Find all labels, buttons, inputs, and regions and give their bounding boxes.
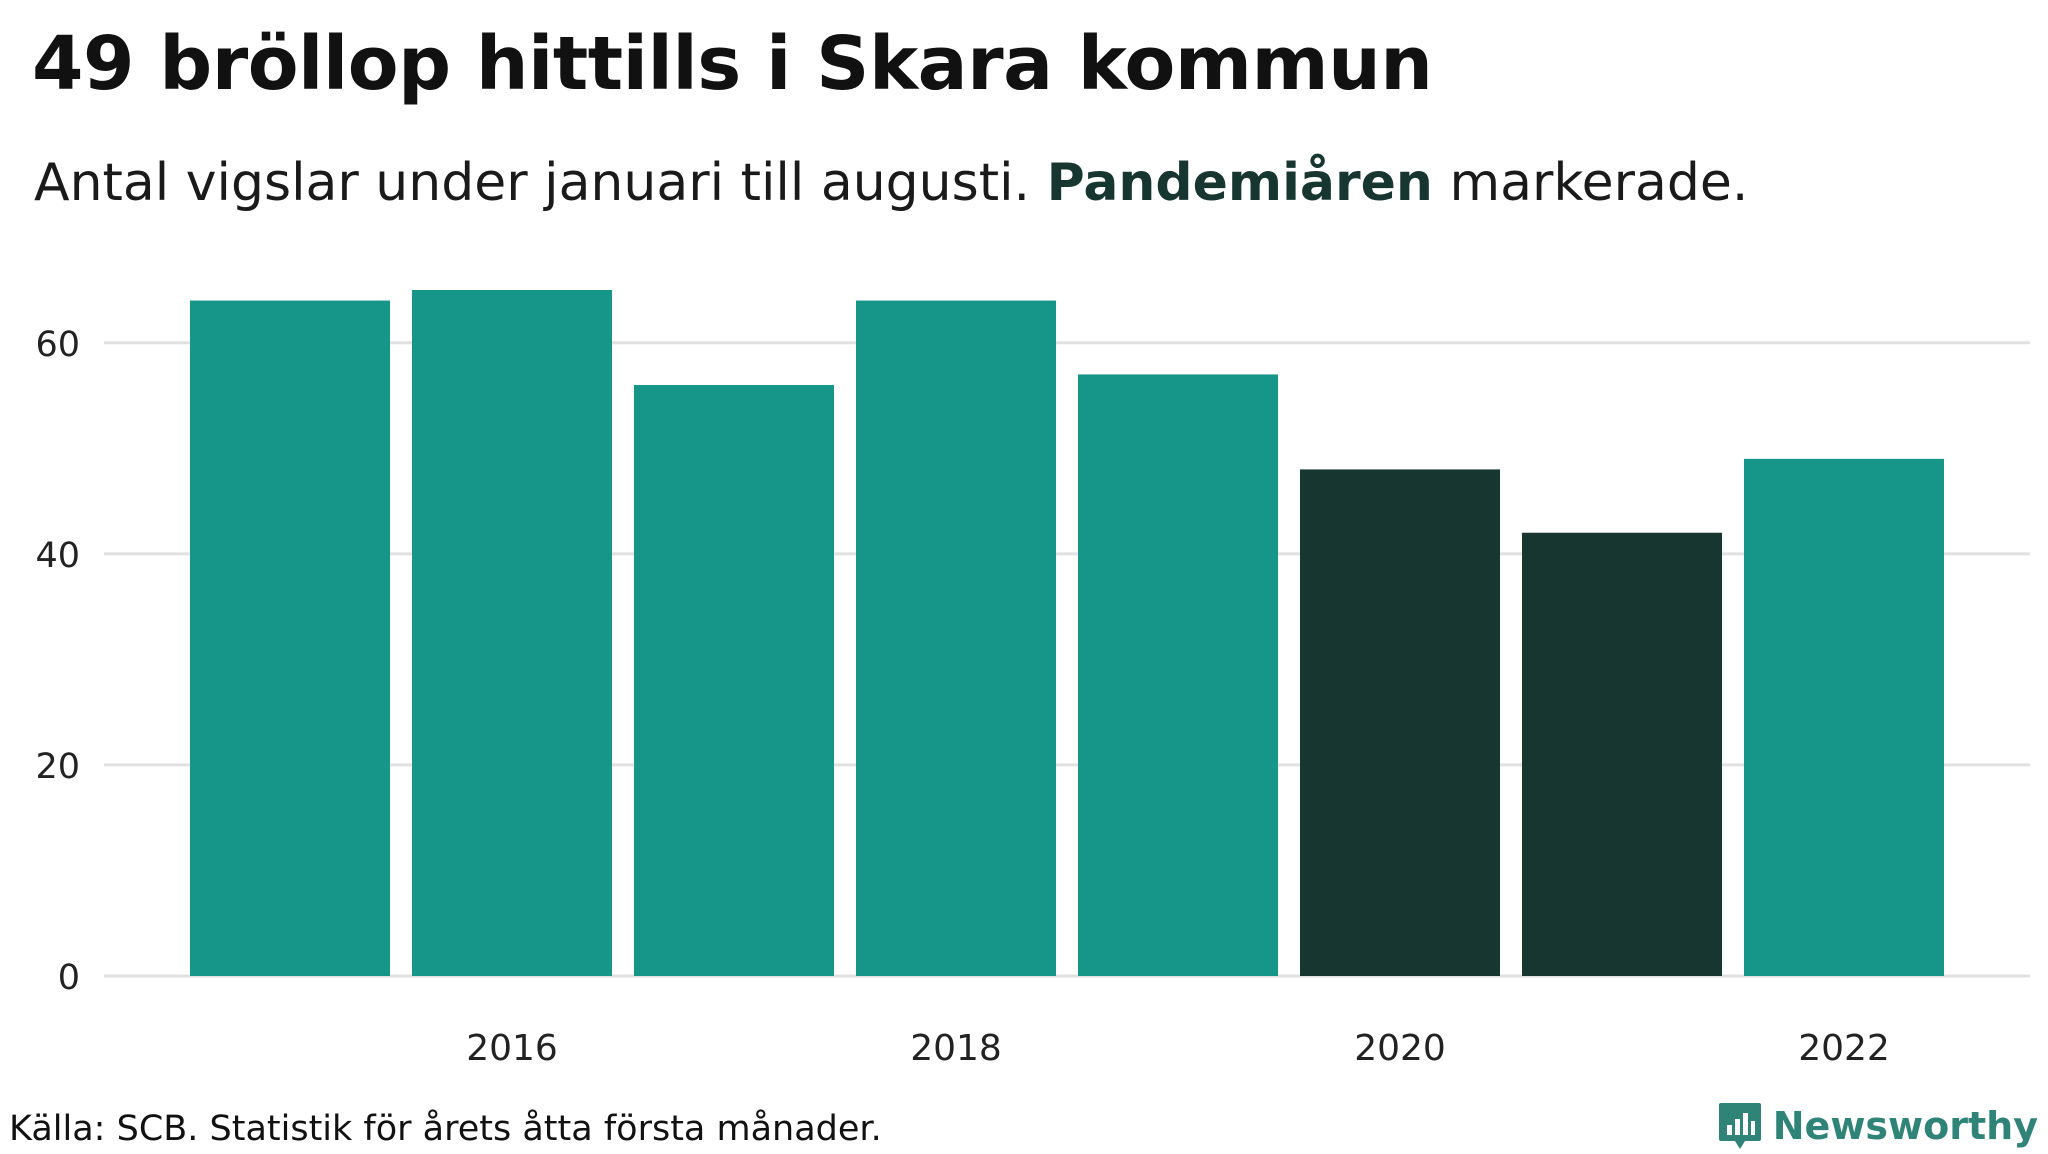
bar-2015 (190, 300, 390, 976)
y-tick-label: 0 (58, 958, 80, 998)
y-tick-label: 60 (35, 325, 80, 365)
x-tick-label: 2016 (466, 1028, 558, 1069)
brand-logo-icon (1718, 1103, 1761, 1149)
subtitle-highlight: Pandemiåren (1046, 153, 1433, 213)
bar-2022 (1744, 458, 1944, 976)
y-tick-label: 40 (35, 536, 80, 576)
bar-2017 (634, 384, 834, 976)
bar-2019 (1078, 374, 1278, 976)
y-axis-tick-labels: 0 20 40 60 (35, 325, 80, 998)
brand-logo: Newsworthy (1717, 1098, 2038, 1154)
subtitle-text: Antal vigslar under januari till augusti… (34, 153, 1047, 213)
gridlines (104, 341, 2030, 978)
chart-title: 49 bröllop hittills i Skara kommun (32, 21, 1433, 107)
x-axis-tick-labels: 2016 2018 2020 2022 (466, 1028, 1890, 1069)
bar-2021 (1522, 532, 1722, 976)
x-tick-label: 2018 (910, 1028, 1002, 1069)
subtitle-text-end: markerade. (1432, 153, 1749, 213)
y-tick-label: 20 (35, 747, 80, 787)
bar-2020 (1300, 469, 1500, 976)
chart-subtitle: Antal vigslar under januari till augusti… (34, 152, 1748, 214)
bar-2016 (412, 290, 612, 976)
bars (190, 290, 1944, 976)
x-tick-label: 2020 (1354, 1028, 1446, 1069)
x-tick-label: 2022 (1798, 1028, 1890, 1069)
brand-name: Newsworthy (1772, 1104, 2038, 1148)
source-note: Källa: SCB. Statistik för årets åtta för… (9, 1109, 882, 1149)
bar-2018 (856, 300, 1056, 976)
